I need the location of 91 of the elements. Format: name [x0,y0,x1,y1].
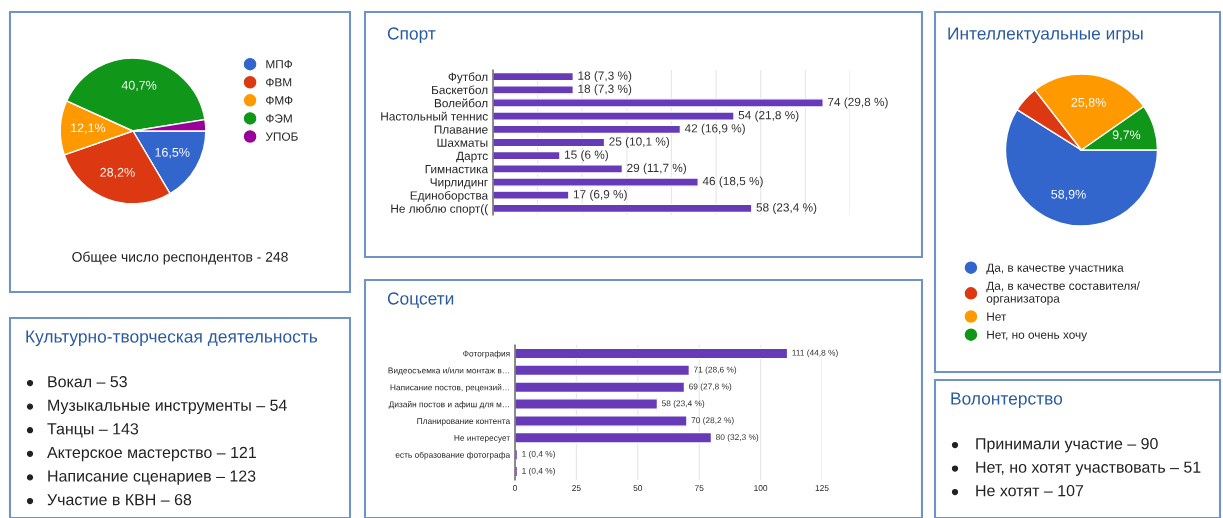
text: Культурно-творческая деятельность [26,330,318,347]
data-label: 69 (27,8 %) [689,383,732,392]
y-tick-label: Плавание [434,125,488,134]
data-label: 74 (29,8 %) [828,97,888,109]
bar [493,177,699,187]
y-tick-label: Фотография [463,350,510,359]
y-tick-label: Единоборства [410,190,489,203]
y-tick-label: Футбол [448,72,488,84]
data-label: 12,1% [71,123,106,134]
bar [515,381,686,394]
text: Музыкальные инструменты – 54 [48,399,287,415]
data-label: 25 (10,1 %) [609,137,670,148]
legend-label: ФМФ [266,96,293,105]
data-label: 58 (23,4 %) [661,400,705,408]
data-label: 58,9% [1051,189,1086,201]
y-tick-label: Волейбол [434,98,488,108]
data-label: 18 (7,3 %) [578,71,632,83]
bar [493,98,824,108]
data-label: 111 (44,8 %) [792,349,838,358]
bar [493,203,753,214]
bar [493,71,575,82]
y-tick-label: Баскетбол [432,85,488,95]
legend-label: УПОБ [265,132,298,141]
y-tick-label: Не интересует [454,435,510,443]
data-label: 71 (28,6 %) [693,366,737,375]
y-tick-label: Дартс [456,151,488,163]
legend-label: МПФ [266,60,293,69]
bar [515,347,789,360]
y-tick-label: Написание постов, рецензий… [390,384,510,393]
bar [493,111,735,121]
text: Танцы – 143 [47,423,139,438]
bar [515,415,688,427]
chart-title: Интеллектуальные игры [948,27,1143,44]
y-tick-label: Планирование контента [417,418,511,426]
data-label: 1 (0,4 %) [522,467,555,476]
y-tick-label: Чирлидинг [430,178,488,189]
legend-label: ФВМ [266,78,292,87]
y-tick-label: Гимнастика [425,165,489,174]
data-label: 42 (16,9 %) [684,123,745,135]
legend-label: Нет [987,312,1007,321]
data-label: 40,7% [121,80,157,92]
data-label: 70 (28,2 %) [691,417,734,425]
bar [493,137,606,148]
data-label: 28,2% [100,167,135,179]
y-tick-label: Шахматы [437,138,488,147]
bar [515,431,713,444]
x-tick-label: 0 [513,485,517,491]
data-label: 15 (6 %) [565,150,608,162]
y-tick-label: Настольный теннис [381,111,488,121]
text: Не хотят – 107 [976,484,1084,497]
x-tick-label: 75 [694,485,704,491]
data-label: 29 (11,7 %) [627,163,686,175]
bar [493,150,561,161]
text: Общее число респондентов - 248 [72,251,288,265]
data-label: 17 (6,9 %) [573,189,627,201]
text: Написание сценариев – 123 [48,470,256,485]
chart-title: Спорт [387,27,436,44]
data-label: 58 (23,4 %) [756,202,817,214]
x-tick-label: 25 [572,485,581,491]
y-tick-label: Не люблю спорт(( [391,204,489,216]
chart-title: Соцсети [387,292,454,308]
text: Нет, но хотят участвовать – 51 [976,461,1201,476]
data-label: 1 (0,4 %) [522,450,555,459]
x-tick-label: 50 [633,485,643,491]
bar [493,190,570,201]
data-label: 18 (7,3 %) [578,84,632,96]
x-tick-label: 125 [815,485,829,491]
text: Вокал – 53 [48,375,127,388]
data-label: 9,7% [1112,130,1141,141]
legend-label: ФЭМ [266,114,292,123]
data-label: 46 (18,5 %) [702,176,763,188]
data-label: 16,5% [155,147,190,159]
bar [515,398,659,410]
y-tick-label: Видеосъемка и/или монтаж в… [388,367,510,375]
bar [493,124,682,135]
text: Принимали участие – 90 [976,437,1158,453]
data-label: 25,8% [1071,97,1106,109]
legend-label: Нет, но очень хочу [987,330,1088,342]
text: Волонтерство [951,392,1063,409]
y-tick-label: есть образование фотографа [395,451,511,460]
data-label: 80 (32,3 %) [716,433,759,442]
text: Участие в КВН – 68 [47,493,192,506]
y-tick-label: Дизайн постов и афиш для м… [388,400,510,409]
text: Актерское мастерство – 121 [47,446,256,462]
bar [493,84,575,95]
legend-label: Да, в качестве составителя/ организатора [986,281,1140,306]
x-tick-label: 100 [754,485,768,491]
data-label: 54 (21,8 %) [738,110,799,122]
bar [515,364,691,377]
bar [493,164,624,174]
legend-label: Да, в качестве участника [986,263,1124,275]
